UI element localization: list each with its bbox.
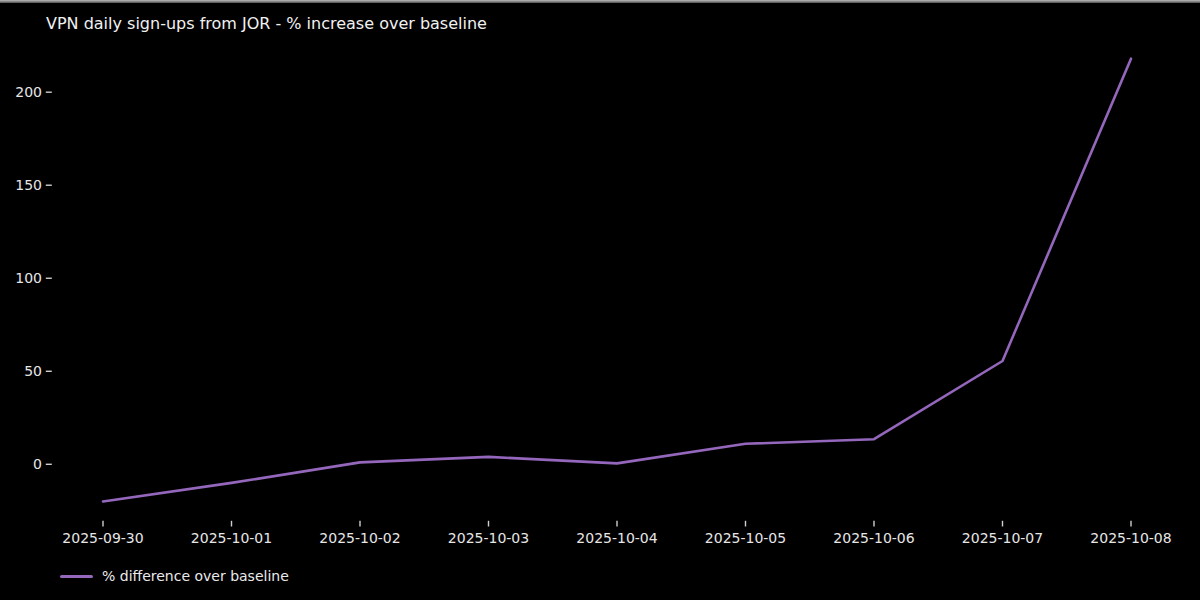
x-tick-label: 2025-10-05 <box>686 529 806 547</box>
y-tick-label: 100 <box>0 269 42 287</box>
y-tick-label: 150 <box>0 176 42 194</box>
x-tick-label: 2025-10-07 <box>943 529 1063 547</box>
x-tick-label: 2025-10-01 <box>172 529 292 547</box>
chart-window: VPN daily sign-ups from JOR - % increase… <box>0 0 1200 600</box>
x-tick-label: 2025-10-02 <box>300 529 420 547</box>
x-tick-label: 2025-10-08 <box>1071 529 1191 547</box>
y-tick-label: 200 <box>0 83 42 101</box>
x-tick-label: 2025-10-04 <box>557 529 677 547</box>
x-tick-label: 2025-10-03 <box>429 529 549 547</box>
line-plot <box>0 0 1200 600</box>
legend-label: % difference over baseline <box>102 568 289 584</box>
legend-line-swatch <box>60 575 93 578</box>
x-tick-label: 2025-09-30 <box>43 529 163 547</box>
data-line <box>103 59 1131 502</box>
x-tick-label: 2025-10-06 <box>814 529 934 547</box>
legend: % difference over baseline <box>60 568 289 584</box>
y-tick-label: 0 <box>0 455 42 473</box>
y-tick-label: 50 <box>0 362 42 380</box>
